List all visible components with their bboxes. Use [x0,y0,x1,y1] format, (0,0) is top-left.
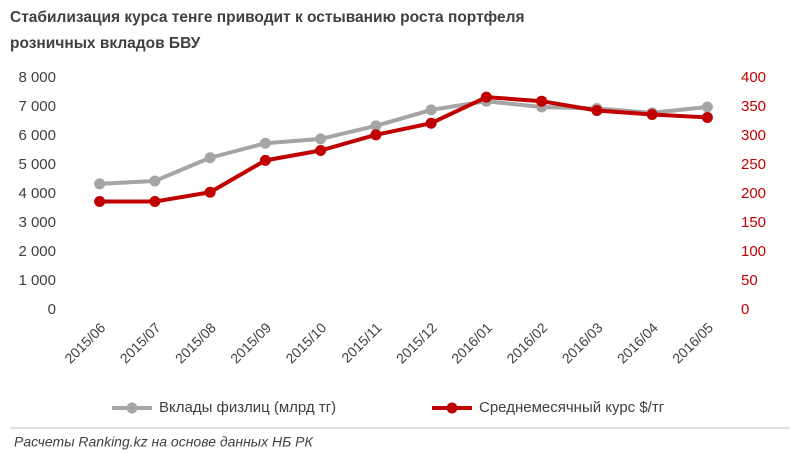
chart-title: розничных вкладов БВУ [10,35,201,52]
point [646,109,658,121]
point [149,175,161,187]
y-tick-label: 6 000 [18,127,56,144]
point [370,120,382,132]
y-tick-label: 2 000 [18,243,56,260]
point [480,91,492,103]
point [204,186,216,198]
point [536,95,548,107]
y-tick-label: 3 000 [18,214,56,231]
y2-tick-label: 200 [741,185,766,202]
point [425,117,437,129]
point [370,129,382,141]
legend-label: Вклады физлиц (млрд тг) [159,399,336,416]
legend-marker [126,402,138,414]
point [701,101,713,113]
point [315,145,327,156]
y-tick-label: 0 [48,301,56,318]
point [204,152,216,164]
y-tick-label: 8 000 [18,69,56,86]
point [425,104,437,116]
y2-tick-label: 0 [741,301,749,318]
y-tick-label: 5 000 [18,156,56,173]
y2-tick-label: 250 [741,156,766,173]
point [94,178,106,190]
chart-title: Стабилизация курса тенге приводит к осты… [10,9,525,26]
point [259,137,271,149]
legend-label: Среднемесячный курс $/тг [479,399,665,416]
y-tick-label: 7 000 [18,98,56,115]
y-tick-label: 4 000 [18,185,56,202]
point [591,104,603,116]
point [94,196,106,208]
y2-tick-label: 150 [741,214,766,231]
legend-marker [446,402,458,414]
y2-tick-label: 300 [741,127,766,144]
series-line [99,95,708,204]
y2-tick-label: 50 [741,272,758,289]
footnote: Расчеты Ranking.kz на основе данных НБ Р… [14,434,313,450]
y2-tick-label: 350 [741,98,766,115]
y2-tick-label: 100 [741,243,766,260]
point [259,154,271,166]
point [701,111,713,123]
point [315,133,327,145]
y-tick-label: 1 000 [18,272,56,289]
y2-tick-label: 400 [741,69,766,86]
point [149,196,161,208]
